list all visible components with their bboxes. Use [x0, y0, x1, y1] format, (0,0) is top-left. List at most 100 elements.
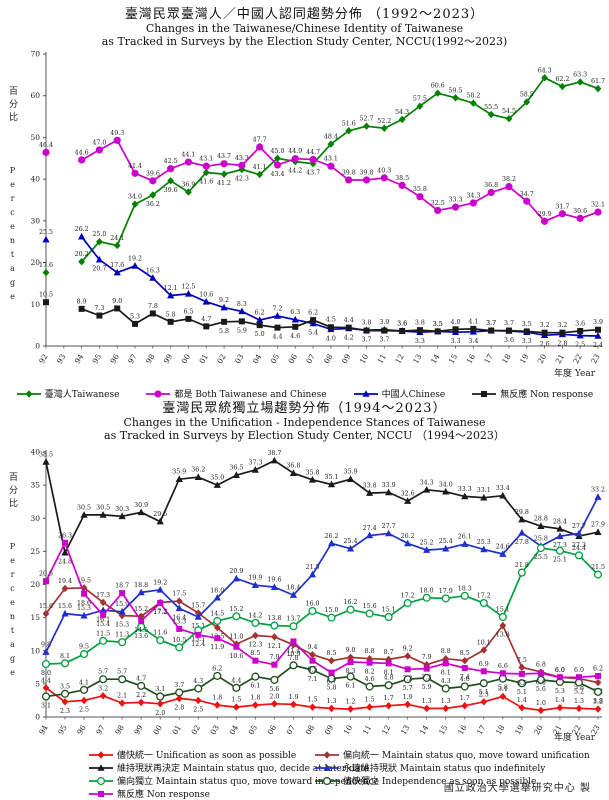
data-point-label: 2.6 — [540, 341, 550, 348]
legend-cell: 儘快獨立 Independence as soon as possible — [314, 774, 540, 787]
data-point-marker — [327, 539, 336, 547]
data-point-label: 5.1 — [517, 689, 527, 696]
data-point-label: 10.6 — [199, 291, 213, 298]
data-point-marker — [345, 324, 352, 331]
data-point-label: 28.4 — [553, 518, 567, 525]
data-point-marker — [434, 328, 441, 335]
unification-title-en2: as Tracked in Surveys by Election Study … — [104, 429, 505, 442]
x-tick-label: 02 — [189, 723, 202, 736]
y-tick-label: 15 — [30, 613, 40, 622]
data-point-label: 9.5 — [79, 644, 89, 651]
legend-item-label: 無反應 Non response — [117, 790, 210, 800]
data-point-marker — [442, 487, 450, 495]
data-point-label: 7.2 — [272, 305, 282, 312]
data-point-label: 5.7 — [117, 669, 127, 676]
data-point-label: 3.5 — [433, 321, 443, 328]
data-point-label: 8.0 — [41, 670, 51, 677]
y-tick-label: 70 — [30, 50, 40, 59]
data-point-label: 6.8 — [536, 661, 546, 668]
data-point-label: 2.5 — [79, 706, 89, 713]
data-point-label: 3.5 — [60, 683, 70, 690]
data-point-marker — [594, 84, 602, 93]
data-point-label: 3.7 — [504, 320, 514, 327]
data-point-label: 5.7 — [403, 685, 413, 692]
data-point-label: 33.3 — [449, 197, 463, 204]
data-point-marker — [309, 657, 316, 664]
data-point-label: 32.6 — [401, 491, 415, 498]
data-point-label: 29.9 — [538, 211, 552, 218]
data-point-marker — [399, 327, 406, 334]
data-point-marker — [308, 665, 317, 675]
data-point-label: 6.3 — [290, 309, 300, 316]
data-point-marker — [381, 327, 388, 334]
data-point-marker — [132, 320, 139, 327]
data-point-label: 27.3 — [553, 542, 567, 549]
data-point-label: 3.2 — [540, 322, 550, 329]
data-point-label: 5.4 — [308, 329, 318, 336]
data-point-marker — [78, 232, 86, 240]
data-point-marker — [423, 665, 430, 672]
data-point-marker — [137, 588, 145, 596]
data-point-marker — [452, 94, 459, 102]
data-point-marker — [380, 124, 388, 132]
data-point-marker — [461, 664, 468, 671]
data-point-marker — [487, 110, 495, 119]
data-point-marker — [99, 692, 107, 700]
data-point-label: 5.8 — [166, 311, 176, 318]
series-non-response: 10.5 8.9 7.3 9.0 5.3 7.8 5.8 6.5 4.7 5.8 5.9 5.0 4.4… — [39, 292, 603, 344]
legend-item-taiwanese: 臺灣人Taiwanese — [16, 387, 119, 400]
data-point-marker — [99, 606, 107, 614]
data-point-marker — [221, 318, 228, 325]
circle-open-legend-marker-icon — [89, 776, 113, 785]
unification-ylabel-en: Percentage — [8, 542, 17, 682]
data-point-marker — [558, 210, 566, 218]
data-point-label: 30.6 — [573, 208, 587, 215]
series-line — [45, 496, 599, 653]
data-point-marker — [555, 546, 564, 555]
data-point-label: 1.3 — [327, 698, 337, 705]
data-point-marker — [423, 546, 431, 553]
x-tick-label: 20 — [536, 352, 549, 365]
data-point-marker — [42, 235, 50, 243]
x-tick-label: 15 — [437, 723, 450, 736]
data-point-label: 36.2 — [191, 467, 205, 474]
circle-legend-marker-icon — [146, 389, 171, 398]
data-point-label: 29.5 — [153, 511, 167, 518]
data-point-label: 4.6 — [365, 676, 375, 683]
data-point-label: 51.6 — [342, 120, 356, 127]
data-point-marker — [460, 682, 469, 691]
data-point-marker — [327, 140, 335, 148]
data-point-label: 15.1 — [382, 606, 396, 613]
x-tick-label: 19 — [518, 352, 531, 365]
unification-chart-section: 臺灣民眾統獨立場趨勢分佈（1994～2023） Changes in the U… — [0, 394, 609, 800]
data-point-label: 18.7 — [115, 583, 129, 590]
data-point-label: 15.2 — [134, 606, 148, 613]
x-tick-label: 13 — [411, 352, 424, 365]
data-point-marker — [203, 323, 210, 330]
data-point-label: 39.6 — [164, 187, 178, 194]
data-point-label: 8.8 — [365, 648, 375, 655]
data-point-label: 21.5 — [305, 564, 319, 571]
y-tick-label: 20 — [30, 580, 40, 589]
data-point-marker — [149, 310, 156, 317]
y-tick-label: 10 — [30, 646, 40, 655]
x-tick-label: 09 — [323, 723, 336, 736]
x-tick-label: 95 — [56, 723, 69, 736]
data-point-marker — [289, 661, 298, 670]
data-point-label: 4.8 — [384, 675, 394, 682]
data-point-marker — [167, 318, 174, 325]
data-point-marker — [441, 684, 450, 693]
data-point-marker — [118, 512, 126, 520]
data-point-label: 43.3 — [235, 155, 249, 162]
y-tick-label: 50 — [30, 133, 40, 142]
data-point-label: 15.6 — [39, 603, 53, 610]
data-point-marker — [481, 390, 488, 397]
data-point-label: 39.8 — [360, 169, 374, 176]
legend-item-label: 偏向獨立 Maintain status quo, move toward in… — [117, 777, 379, 787]
identity-ylabel-zh: 百分比 — [7, 86, 17, 125]
data-point-marker — [518, 663, 526, 672]
data-point-label: 36.2 — [146, 201, 160, 208]
data-point-marker — [416, 102, 424, 110]
data-point-label: 40.3 — [377, 167, 391, 174]
data-point-label: 45.0 — [270, 148, 284, 155]
